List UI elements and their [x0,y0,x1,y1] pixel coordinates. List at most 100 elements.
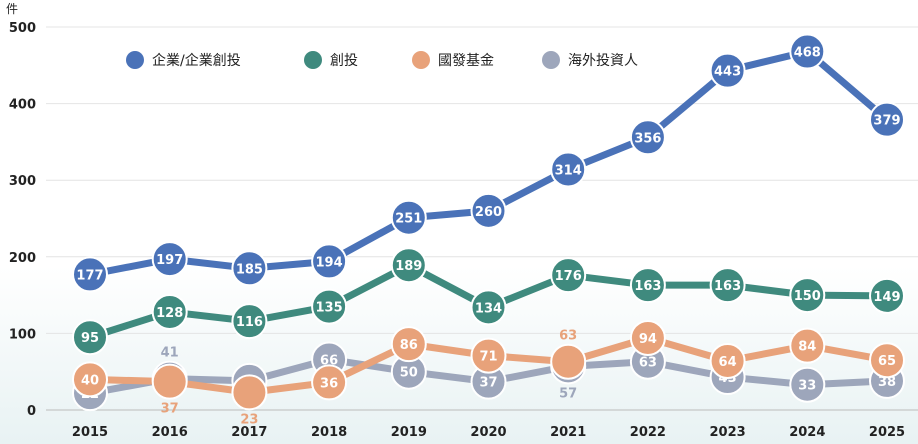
data-point [231,250,268,287]
x-tick-label: 2021 [550,425,586,440]
data-point [789,33,826,70]
legend-label: 創投 [330,53,358,69]
legend-label: 國發基金 [438,52,494,69]
data-label: 71 [479,350,497,365]
data-label: 23 [240,412,258,427]
data-label: 65 [878,354,896,369]
data-label: 163 [714,279,741,294]
data-point [390,326,427,363]
grid-layer [46,26,918,411]
data-label: 163 [634,279,661,294]
data-label: 94 [639,332,657,347]
data-point [789,277,826,314]
data-point [550,257,587,294]
legend: 企業/企業創投 創投 國發基金 海外投資人 [126,51,638,69]
data-point [550,151,587,188]
y-tick-label: 500 [9,21,36,36]
data-label: 356 [634,131,661,146]
data-label: 443 [714,65,741,80]
legend-swatch [412,51,430,69]
x-tick-label: 2019 [391,425,427,440]
data-label: 185 [236,262,263,277]
y-tick-label: 100 [9,327,36,342]
data-label: 134 [475,301,502,316]
data-point [390,247,427,284]
legend-label: 海外投資人 [568,53,638,69]
data-point [629,119,666,156]
data-point [550,343,587,380]
data-label: 36 [320,376,338,391]
data-label: 37 [479,376,497,391]
x-tick-label: 2018 [311,425,347,440]
x-tick-label: 2024 [789,425,825,440]
data-label: 116 [236,315,263,330]
data-point [72,319,108,356]
data-label: 194 [316,255,343,270]
data-label: 149 [873,290,900,305]
data-label: 50 [400,366,418,381]
data-label: 135 [316,301,343,316]
data-label: 41 [161,346,179,361]
data-label: 150 [794,289,821,304]
data-point [470,289,507,326]
y-axis-unit-label: 件 [6,2,18,16]
data-point [151,241,188,278]
legend-swatch [542,51,560,69]
data-point [231,374,268,411]
data-point [789,366,826,403]
y-tick-label: 0 [27,404,36,419]
legend-swatch [304,51,322,69]
data-point [151,363,188,400]
legend-label: 企業/企業創投 [152,52,241,69]
data-point [789,327,826,364]
data-label: 63 [559,329,577,344]
data-label: 251 [395,212,422,227]
x-tick-label: 2017 [231,425,267,440]
data-label: 95 [81,331,99,346]
y-tick-label: 400 [9,98,36,113]
data-point [629,319,666,356]
x-tick-label: 2022 [630,425,666,440]
data-point [311,243,348,280]
data-point [869,277,905,314]
data-point [709,52,746,89]
data-point [470,337,507,374]
data-label: 38 [878,375,896,390]
data-point [390,199,427,236]
data-label: 468 [794,46,821,61]
data-label: 260 [475,205,502,220]
data-label: 197 [156,253,183,268]
data-point [72,361,108,398]
data-label: 63 [639,356,657,371]
data-point [311,288,348,325]
data-label: 84 [798,340,816,355]
x-tick-label: 2023 [710,425,746,440]
data-label: 57 [559,386,577,401]
data-point [311,364,348,401]
data-label: 176 [555,269,582,284]
axis-layer: 0 100 200 300 400 500 2015 2016 2017 2018 2019 2020… [9,21,905,440]
data-point [709,342,746,379]
x-tick-label: 2016 [152,425,188,440]
data-label: 64 [719,355,737,370]
data-label: 40 [81,373,99,388]
data-label: 86 [400,338,418,353]
data-point [72,256,108,293]
data-point [470,192,507,229]
data-label: 37 [161,402,179,417]
data-label: 189 [395,259,422,274]
y-tick-label: 200 [9,251,36,266]
data-label: 33 [798,379,816,394]
data-point [869,101,905,138]
x-tick-label: 2025 [869,425,905,440]
data-label: 379 [873,114,900,129]
data-point [151,293,188,330]
data-label: 66 [320,353,338,368]
data-point [869,342,905,379]
data-label: 128 [156,306,183,321]
series-markers: 2241386650375763433338403723368671639464… [72,33,905,427]
data-label: 177 [76,268,103,283]
x-tick-label: 2015 [72,425,108,440]
